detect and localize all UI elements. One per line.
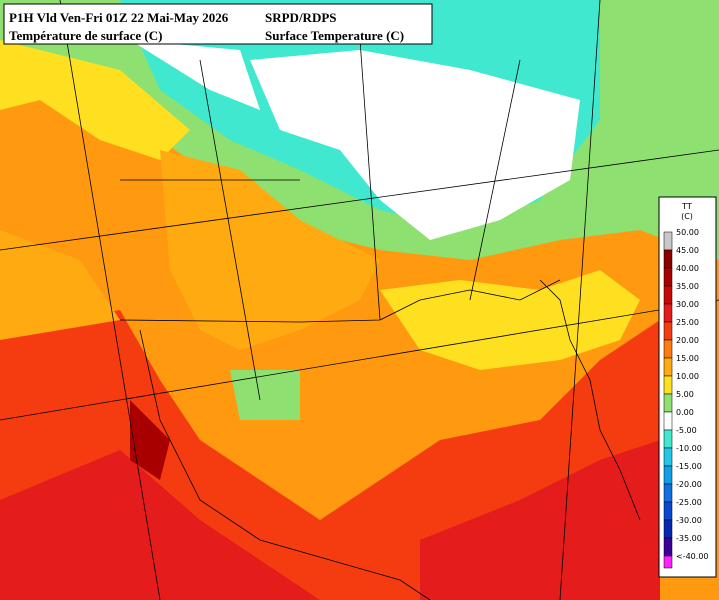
legend-swatch [663, 555, 673, 569]
legend-label: 50.00 [676, 228, 699, 237]
legend-label: -35.00 [676, 534, 702, 543]
legend-swatch [663, 285, 673, 305]
legend-swatch [663, 465, 673, 485]
legend-swatch [663, 429, 673, 449]
legend-label: 5.00 [676, 390, 694, 399]
legend-title: TT [681, 202, 692, 211]
legend-swatch [663, 501, 673, 521]
legend-label: -25.00 [676, 498, 702, 507]
legend-label: -30.00 [676, 516, 702, 525]
legend-swatch [663, 411, 673, 431]
legend-label: 35.00 [676, 282, 699, 291]
legend-swatch [663, 393, 673, 413]
legend-label: 20.00 [676, 336, 699, 345]
legend-label: 45.00 [676, 246, 699, 255]
legend-swatch [663, 321, 673, 341]
legend-label: <-40.00 [676, 552, 709, 561]
legend-swatch [663, 447, 673, 467]
legend-label: -10.00 [676, 444, 702, 453]
legend-label: 25.00 [676, 318, 699, 327]
header-box [3, 3, 433, 45]
legend-label: -15.00 [676, 462, 702, 471]
header-variable-fr: Température de surface (C) [9, 28, 162, 43]
header-model: SRPD/RDPS [265, 10, 337, 25]
legend-label: 15.00 [676, 354, 699, 363]
legend-swatch [663, 339, 673, 359]
legend-swatch [663, 537, 673, 557]
legend-label: -5.00 [676, 426, 697, 435]
legend-label: 10.00 [676, 372, 699, 381]
legend-swatch [663, 249, 673, 269]
legend-swatch [663, 483, 673, 503]
legend-label: -20.00 [676, 480, 702, 489]
legend-swatch [663, 303, 673, 323]
legend-swatch [663, 519, 673, 539]
header-title: P1H Vld Ven-Fri 01Z 22 Mai-May 2026 [9, 10, 229, 25]
legend-label: 30.00 [676, 300, 699, 309]
legend-swatch [663, 375, 673, 395]
legend-swatch [663, 267, 673, 287]
legend-unit: (C) [681, 212, 693, 221]
legend-swatch [663, 231, 673, 251]
legend-label: 40.00 [676, 264, 699, 273]
header-variable-en: Surface Temperature (C) [265, 28, 404, 43]
legend-label: 0.00 [676, 408, 694, 417]
legend-swatch [663, 357, 673, 377]
